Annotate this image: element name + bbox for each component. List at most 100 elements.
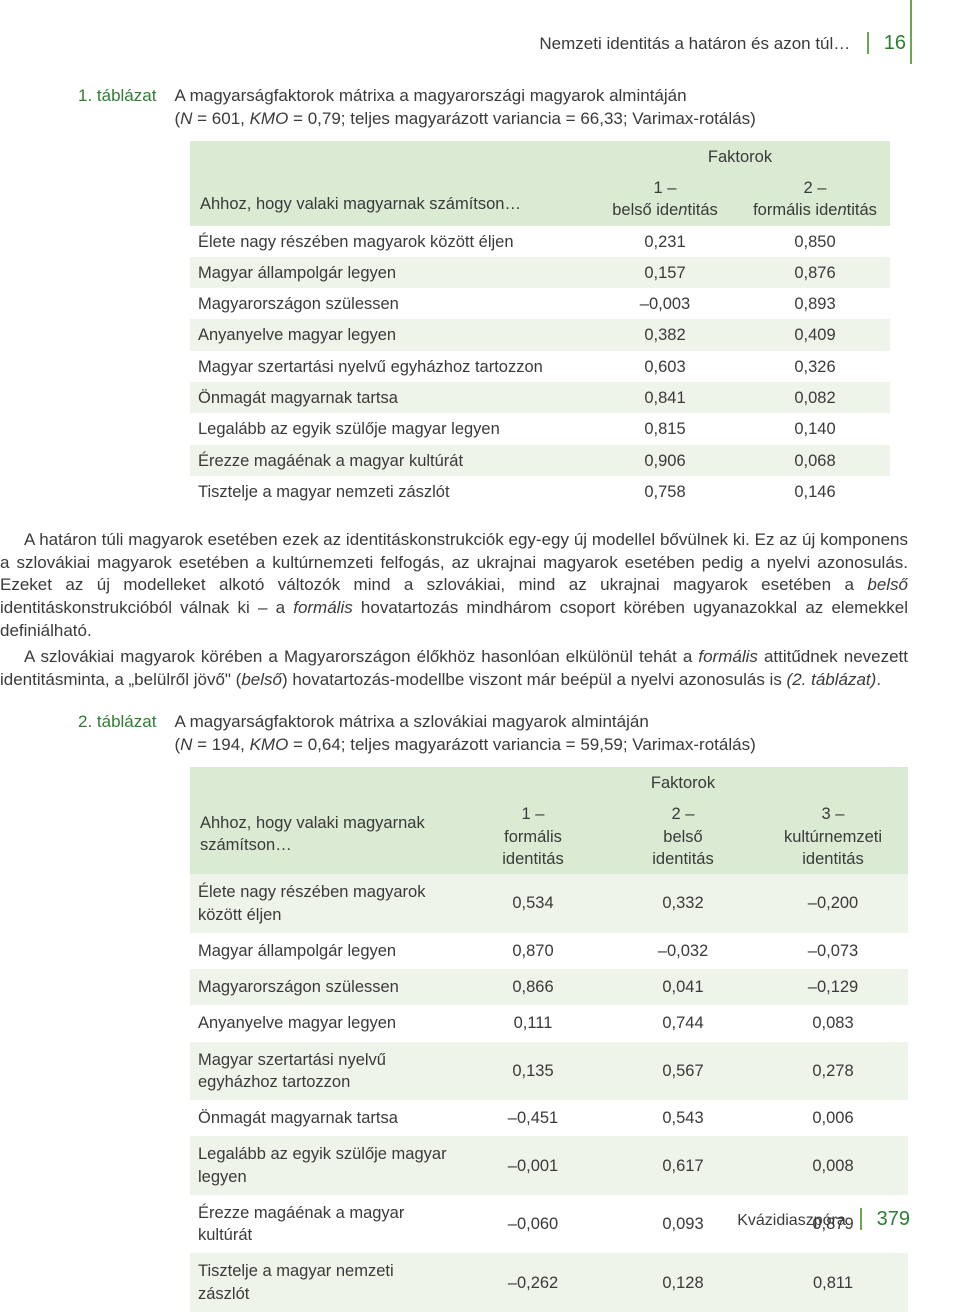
page-number-bottom: 379 bbox=[877, 1208, 910, 1230]
table2-col1-head: 1 –formálisidentitás bbox=[458, 798, 608, 874]
cell: 0,135 bbox=[458, 1042, 608, 1101]
cell: 0,278 bbox=[758, 1042, 908, 1101]
cell: –0,073 bbox=[758, 933, 908, 969]
cell: –0,451 bbox=[458, 1100, 608, 1136]
table1: Ahhoz, hogy valaki magyarnak számítson… … bbox=[190, 141, 890, 507]
cell: 0,326 bbox=[740, 351, 890, 382]
page: Nemzeti identitás a határon és azon túl…… bbox=[0, 0, 960, 1263]
cell: 0,008 bbox=[758, 1136, 908, 1195]
table-row: Élete nagy részében magyarok között élje… bbox=[190, 226, 890, 257]
row-label: Magyar állampolgár legyen bbox=[190, 933, 458, 969]
table1-stub-head: Ahhoz, hogy valaki magyarnak számítson… bbox=[190, 141, 590, 226]
table-row: Magyarországon szülessen–0,0030,893 bbox=[190, 288, 890, 319]
cell: 0,409 bbox=[740, 319, 890, 350]
footer-section: Kvázidiaszpóra bbox=[737, 1212, 846, 1229]
cell: 0,744 bbox=[608, 1005, 758, 1041]
cell: –0,001 bbox=[458, 1136, 608, 1195]
cell: 0,534 bbox=[458, 874, 608, 933]
header-rule bbox=[910, 0, 912, 64]
row-label: Legalább az egyik szülője magyar legyen bbox=[190, 1136, 458, 1195]
table-row: Érezze magáénak a magyar kultúrát0,9060,… bbox=[190, 445, 890, 476]
cell: 0,758 bbox=[590, 476, 740, 507]
table-row: Anyanyelve magyar legyen0,1110,7440,083 bbox=[190, 1005, 908, 1041]
running-title: Nemzeti identitás a határon és azon túl… bbox=[539, 34, 850, 53]
running-header: Nemzeti identitás a határon és azon túl…… bbox=[0, 30, 910, 57]
cell: 0,006 bbox=[758, 1100, 908, 1136]
cell: 0,893 bbox=[740, 288, 890, 319]
cell: 0,567 bbox=[608, 1042, 758, 1101]
cell: 0,157 bbox=[590, 257, 740, 288]
cell: 0,617 bbox=[608, 1136, 758, 1195]
row-label: Anyanyelve magyar legyen bbox=[190, 1005, 458, 1041]
cell: –0,262 bbox=[458, 1253, 608, 1312]
cell: 0,543 bbox=[608, 1100, 758, 1136]
cell: 0,332 bbox=[608, 874, 758, 933]
table1-header: Ahhoz, hogy valaki magyarnak számítson… … bbox=[190, 141, 890, 226]
row-label: Magyar szertartási nyelvű egyházhoz tart… bbox=[190, 1042, 458, 1101]
table1-factors-head: Faktorok bbox=[590, 141, 890, 172]
table-row: Anyanyelve magyar legyen0,3820,409 bbox=[190, 319, 890, 350]
cell: 0,140 bbox=[740, 413, 890, 444]
cell: 0,146 bbox=[740, 476, 890, 507]
cell: 0,866 bbox=[458, 969, 608, 1005]
table-row: Tisztelje a magyar nemzeti zászlót–0,262… bbox=[190, 1253, 908, 1312]
table-row: Magyar szertartási nyelvű egyházhoz tart… bbox=[190, 351, 890, 382]
cell: –0,129 bbox=[758, 969, 908, 1005]
cell: 0,128 bbox=[608, 1253, 758, 1312]
table2-factors-head: Faktorok bbox=[458, 767, 908, 798]
table1-col1-head: 1 – belső identitás bbox=[590, 172, 740, 226]
table-row: Legalább az egyik szülője magyar legyen–… bbox=[190, 1136, 908, 1195]
row-label: Magyar állampolgár legyen bbox=[190, 257, 590, 288]
table2-header: Ahhoz, hogy valaki magyarnak számítson… … bbox=[190, 767, 908, 874]
row-label: Magyar szertartási nyelvű egyházhoz tart… bbox=[190, 351, 590, 382]
cell: 0,815 bbox=[590, 413, 740, 444]
table1-body: Élete nagy részében magyarok között élje… bbox=[190, 226, 890, 507]
row-label: Érezze magáénak a magyar kultúrát bbox=[190, 445, 590, 476]
cell: 0,811 bbox=[758, 1253, 908, 1312]
cell: 0,382 bbox=[590, 319, 740, 350]
table2-col3-head: 3 –kultúrnemzetiidentitás bbox=[758, 798, 908, 874]
table-row: Magyar állampolgár legyen0,870–0,032–0,0… bbox=[190, 933, 908, 969]
footer: Kvázidiaszpóra 379 bbox=[737, 1206, 910, 1233]
row-label: Tisztelje a magyar nemzeti zászlót bbox=[190, 1253, 458, 1312]
row-label: Élete nagy részében magyarok között élje… bbox=[190, 226, 590, 257]
cell: 0,841 bbox=[590, 382, 740, 413]
header-separator bbox=[867, 32, 869, 54]
cell: 0,231 bbox=[590, 226, 740, 257]
cell: –0,060 bbox=[458, 1195, 608, 1254]
cell: 0,068 bbox=[740, 445, 890, 476]
cell: 0,850 bbox=[740, 226, 890, 257]
row-label: Önmagát magyarnak tartsa bbox=[190, 382, 590, 413]
table1-caption-l2: (N = 601, KMO = 0,79; teljes magyarázott… bbox=[174, 108, 755, 131]
table2-col2-head: 2 –belsőidentitás bbox=[608, 798, 758, 874]
page-number-top: 16 bbox=[884, 32, 906, 54]
cell: –0,200 bbox=[758, 874, 908, 933]
cell: 0,041 bbox=[608, 969, 758, 1005]
row-label: Élete nagy részében magyarok között élje… bbox=[190, 874, 458, 933]
row-label: Magyarországon szülessen bbox=[190, 969, 458, 1005]
table-row: Magyarországon szülessen0,8660,041–0,129 bbox=[190, 969, 908, 1005]
cell: –0,032 bbox=[608, 933, 758, 969]
cell: 0,870 bbox=[458, 933, 608, 969]
table2-label: 2. táblázat bbox=[78, 711, 156, 734]
table2-caption: A magyarságfaktorok mátrixa a szlovákiai… bbox=[174, 711, 755, 757]
table1-caption-l1: A magyarságfaktorok mátrixa a magyarorsz… bbox=[174, 86, 686, 105]
table-row: Legalább az egyik szülője magyar legyen0… bbox=[190, 413, 890, 444]
table2-caption-l1: A magyarságfaktorok mátrixa a szlovákiai… bbox=[174, 712, 648, 731]
cell: 0,082 bbox=[740, 382, 890, 413]
cell: 0,093 bbox=[608, 1195, 758, 1254]
row-label: Érezze magáénak a magyar kultúrát bbox=[190, 1195, 458, 1254]
table-row: Magyar szertartási nyelvű egyházhoz tart… bbox=[190, 1042, 908, 1101]
row-label: Anyanyelve magyar legyen bbox=[190, 319, 590, 350]
cell: 0,111 bbox=[458, 1005, 608, 1041]
table-row: Magyar állampolgár legyen0,1570,876 bbox=[190, 257, 890, 288]
row-label: Tisztelje a magyar nemzeti zászlót bbox=[190, 476, 590, 507]
table1-label: 1. táblázat bbox=[78, 85, 156, 108]
cell: 0,906 bbox=[590, 445, 740, 476]
cell: 0,083 bbox=[758, 1005, 908, 1041]
row-label: Magyarországon szülessen bbox=[190, 288, 590, 319]
row-label: Legalább az egyik szülője magyar legyen bbox=[190, 413, 590, 444]
table1-caption: A magyarságfaktorok mátrixa a magyarorsz… bbox=[174, 85, 755, 131]
footer-separator bbox=[860, 1208, 862, 1230]
cell: –0,003 bbox=[590, 288, 740, 319]
